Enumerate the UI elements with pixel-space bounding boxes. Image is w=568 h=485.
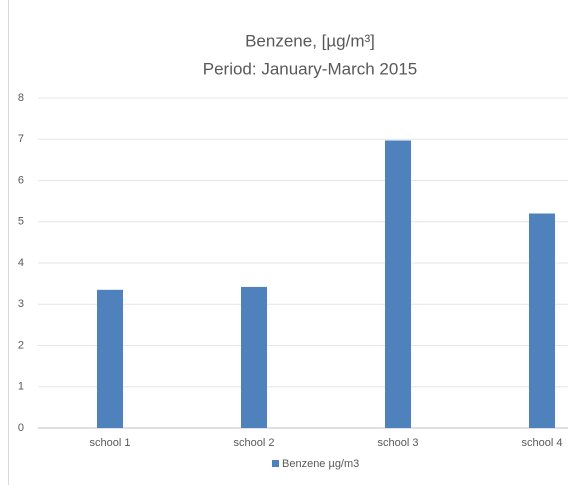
- x-tick-label: school 1: [90, 437, 131, 449]
- bar: [97, 289, 123, 428]
- y-tick-label: 8: [18, 92, 24, 104]
- y-tick-label: 3: [18, 298, 24, 310]
- bar: [529, 213, 555, 428]
- y-tick-label: 5: [18, 216, 24, 228]
- y-tick-label: 1: [18, 381, 24, 393]
- bar: [241, 286, 267, 428]
- x-tick-label: school 4: [522, 437, 563, 449]
- y-tick-label: 0: [18, 422, 24, 434]
- legend-swatch: [272, 460, 279, 467]
- legend-label: Benzene µg/m3: [282, 458, 359, 470]
- y-tick-label: 2: [18, 339, 24, 351]
- y-tick-label: 7: [18, 133, 24, 145]
- x-tick-label: school 2: [234, 437, 275, 449]
- y-tick-label: 4: [18, 257, 24, 269]
- chart-title: Benzene, [µg/m³]: [245, 31, 375, 50]
- y-tick-label: 6: [18, 174, 24, 186]
- bar: [385, 140, 411, 429]
- x-tick-label: school 3: [378, 437, 419, 449]
- chart-subtitle: Period: January-March 2015: [203, 59, 418, 78]
